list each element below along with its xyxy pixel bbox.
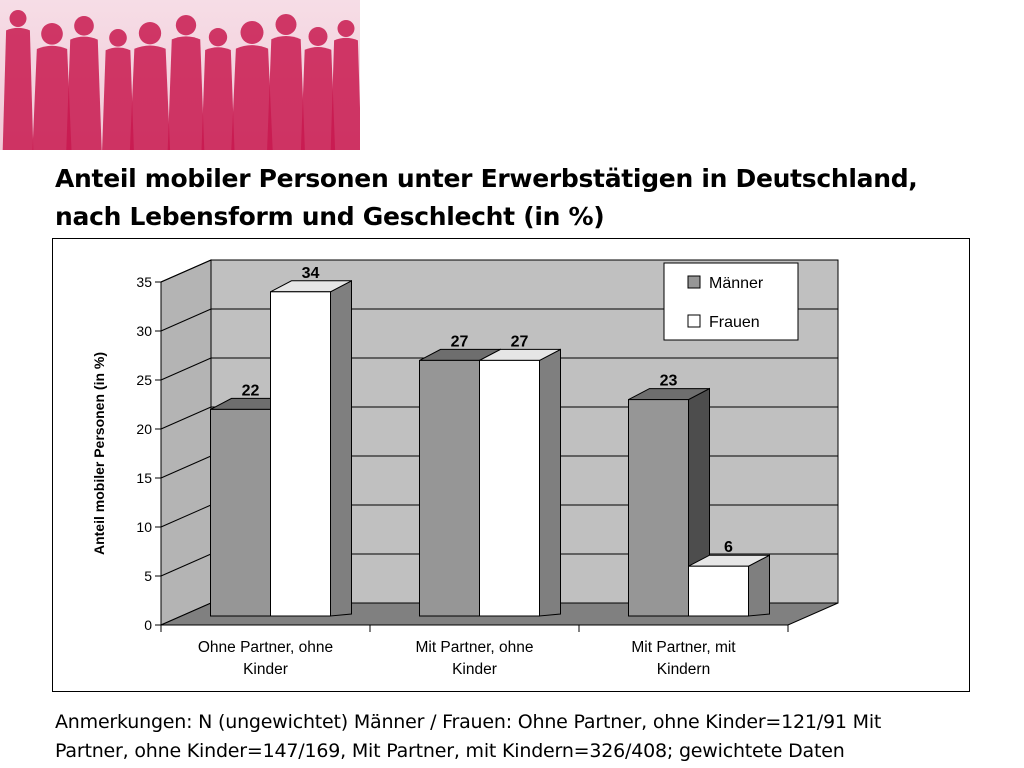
x-tick-label: Mit Partner, mit [631,639,736,656]
bar-front [419,359,480,617]
y-axis-label: Anteil mobiler Personen (in %) [91,352,107,555]
legend-box [663,262,799,341]
x-axis: Ohne Partner, ohne Kinder Mit Partner, ohn… [160,624,789,678]
legend: Männer Frauen [663,262,799,341]
footnote-line-1: Anmerkungen: N (ungewichtet) Männer / Fr… [55,711,882,733]
person-body [102,47,134,150]
person-body [267,36,305,150]
bar-side [330,279,352,617]
y-tick-label: 25 [136,372,152,388]
bar [688,554,770,617]
person-head [109,29,127,47]
legend-label: Frauen [709,314,760,331]
x-tick-label: Mit Partner, ohne [415,639,533,656]
side-wall [160,259,212,626]
data-label: 6 [724,539,733,556]
bar [479,348,561,617]
person-body [129,45,171,150]
legend-swatch [687,275,701,289]
footnote-line-2: Partner, ohne Kinder=147/169, Mit Partne… [55,740,845,762]
x-tick-label: Ohne Partner, ohne [198,639,333,656]
person-head [41,23,63,45]
y-tick-label: 5 [144,568,152,584]
gridline-side [160,308,212,332]
gridline-side [160,357,212,381]
x-tick-label: Kinder [243,661,288,678]
person-head [275,14,297,35]
gridline-side [160,455,212,479]
bar-front [688,565,749,617]
y-tick-label: 15 [136,470,152,486]
title-line-2: nach Lebensform und Geschlecht (in %) [55,202,605,231]
data-label: 34 [302,265,320,282]
gridline-side [160,504,212,528]
person-body [32,45,72,150]
gridline-side [160,406,212,430]
person-body [231,45,273,150]
person-head [208,28,228,47]
data-label: 27 [451,333,469,350]
y-tick-label: 0 [144,617,152,633]
person-body [2,27,34,150]
person-head [138,22,162,45]
person-body [167,36,205,150]
bars: 22 34 27 27 23 6 [210,265,770,617]
x-tick-label: Kindern [657,661,710,678]
bar-side [539,348,561,617]
person-head [337,20,355,37]
y-tick-label: 10 [136,519,152,535]
data-label: 22 [242,382,260,399]
legend-swatch [687,314,701,328]
y-axis: 0 5 10 15 20 25 30 35 Anteil mobiler Personen (i… [91,274,162,633]
person-body [66,36,102,150]
y-tick-label: 20 [136,421,152,437]
person-head [308,27,328,46]
x-tick-label: Kinder [452,661,497,678]
y-tick-label: 35 [136,274,152,290]
person-body [300,46,336,150]
person-head [240,21,264,44]
crowd-banner-image [0,0,360,150]
bar-front [210,408,271,617]
person-body [330,37,360,150]
crowd-silhouettes-graphic [2,10,360,150]
person-body [201,47,235,150]
chart-frame: 0 5 10 15 20 25 30 35 Anteil mobiler Personen (i… [52,238,970,692]
gridline-side [160,259,212,283]
slide-title: Anteil mobiler Personen unter Erwerbstät… [55,160,975,236]
data-label: 23 [660,373,678,390]
person-head [9,10,27,27]
data-label: 27 [511,333,529,350]
bar [270,279,352,617]
bar-front [270,291,331,617]
bar-chart: 0 5 10 15 20 25 30 35 Anteil mobiler Personen (i… [91,259,839,678]
gridline-side [160,553,212,577]
person-head [74,16,94,36]
bar-front [628,399,689,617]
y-tick-label: 30 [136,323,152,339]
footnote: Anmerkungen: N (ungewichtet) Männer / Fr… [55,708,1015,766]
title-line-1: Anteil mobiler Personen unter Erwerbstät… [55,164,918,193]
person-head [175,14,197,36]
legend-label: Männer [709,275,764,292]
bar-front [479,359,540,617]
